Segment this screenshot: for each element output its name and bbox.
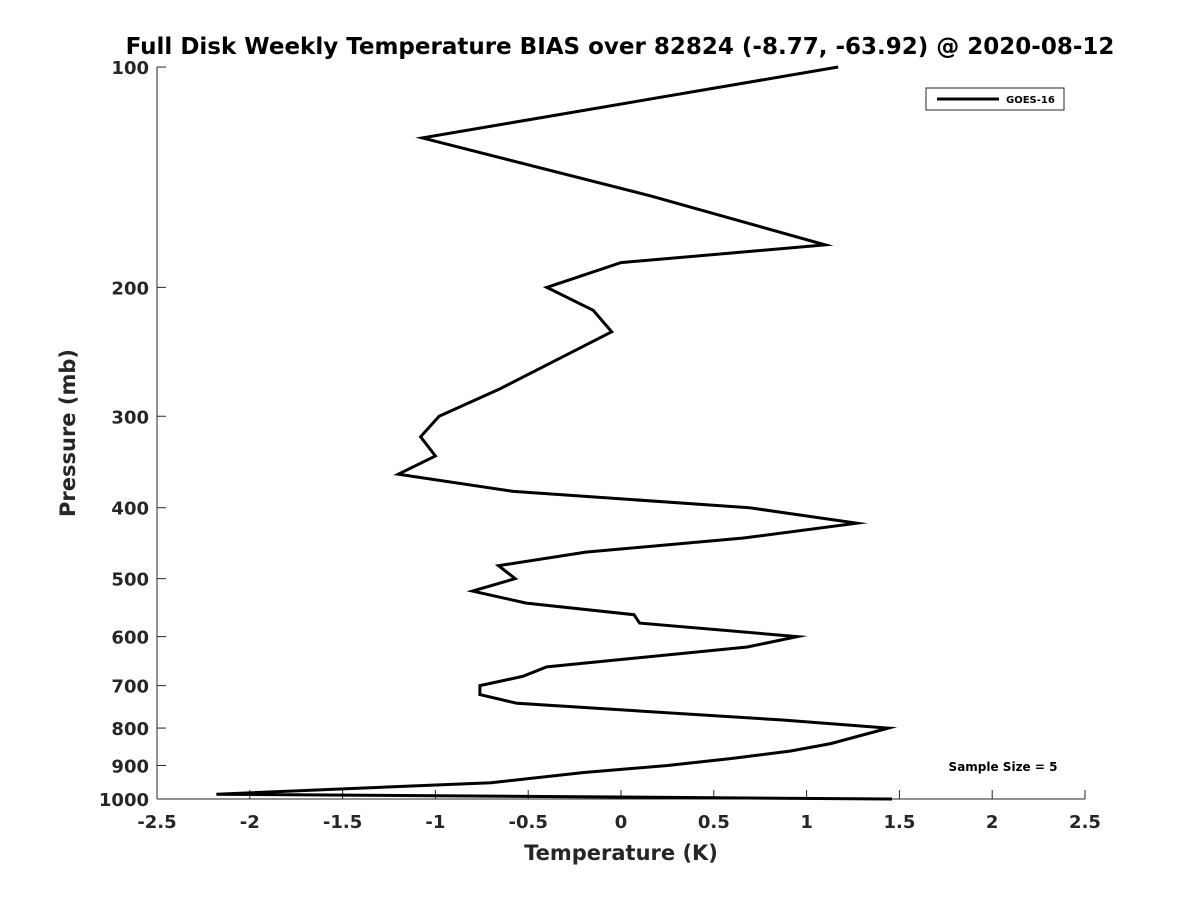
y-tick-label: 900 bbox=[111, 757, 149, 778]
x-axis-label: Temperature (K) bbox=[524, 841, 718, 865]
y-tick-label: 500 bbox=[111, 570, 149, 591]
x-tick-label: 1 bbox=[800, 812, 813, 833]
axes: -2.5 -2 -1.5 -1 -0.5 0 0.5 1 1.5 2 2.5 100 200 300 40… bbox=[99, 58, 1101, 833]
x-tick-label: 0 bbox=[615, 812, 628, 833]
x-tick-label: -1.5 bbox=[323, 812, 362, 833]
x-tick-label: 1.5 bbox=[883, 812, 915, 833]
y-tick-label: 800 bbox=[111, 719, 149, 740]
x-tick-label: -2 bbox=[240, 812, 260, 833]
x-tick-label: -0.5 bbox=[509, 812, 548, 833]
legend: GOES-16 bbox=[925, 87, 1065, 111]
y-tick-label: 1000 bbox=[99, 790, 149, 811]
y-tick-label: 700 bbox=[111, 677, 149, 698]
y-tick-label: 600 bbox=[111, 628, 149, 649]
x-tick-label: -2.5 bbox=[137, 812, 176, 833]
y-ticks: 100 200 300 400 500 600 700 800 900 1000 bbox=[99, 58, 166, 811]
x-tick-label: 0.5 bbox=[698, 812, 730, 833]
series-line-goes-16 bbox=[216, 65, 898, 801]
x-ticks: -2.5 -2 -1.5 -1 -0.5 0 0.5 1 1.5 2 2.5 bbox=[137, 790, 1101, 833]
x-tick-label: 2.5 bbox=[1069, 812, 1101, 833]
sample-size-annotation: Sample Size = 5 bbox=[949, 760, 1058, 774]
series-layer bbox=[216, 65, 898, 801]
legend-label-goes-16: GOES-16 bbox=[1006, 95, 1055, 106]
x-tick-label: -1 bbox=[425, 812, 445, 833]
y-tick-label: 300 bbox=[111, 407, 149, 428]
y-tick-label: 200 bbox=[111, 278, 149, 299]
y-axis-label: Pressure (mb) bbox=[56, 349, 80, 517]
y-tick-label: 100 bbox=[111, 58, 149, 79]
x-tick-label: 2 bbox=[986, 812, 999, 833]
chart-title: Full Disk Weekly Temperature BIAS over 8… bbox=[126, 34, 1115, 60]
y-tick-label: 400 bbox=[111, 499, 149, 520]
